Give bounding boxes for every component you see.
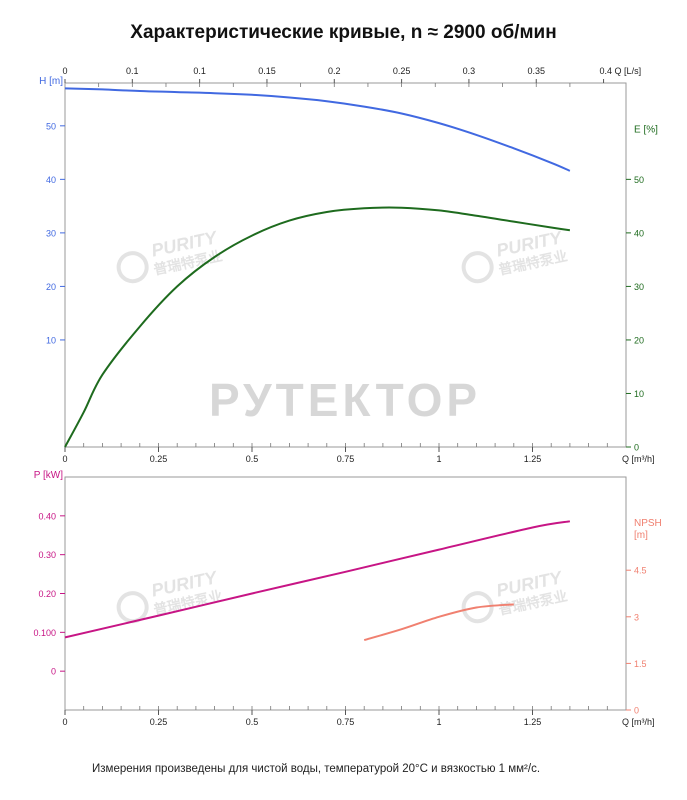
bottom-right-axis-unit: [m] (634, 530, 648, 541)
top-x2-tick-label: 0.15 (258, 66, 276, 76)
bottom-x-tick-label: 0 (62, 717, 67, 727)
top-left-tick-label: 10 (46, 335, 56, 345)
bottom-chart: 0 0.25 0.5 0.75 1 1.25 Q [m³/h] 0.40 0.30 0.20 0.1… (33, 470, 661, 727)
top-x2-tick-label: 0.3 (463, 66, 476, 76)
bottom-right-tick-label: 0 (634, 706, 639, 716)
bottom-x-axis-label: Q [m³/h] (622, 717, 655, 727)
top-x2-tick-label: 0 (62, 66, 67, 76)
top-left-axis-label: H [m] (39, 76, 63, 87)
bottom-left-tick-label: 0.100 (33, 628, 56, 638)
top-x-tick-label: 0.25 (150, 454, 168, 464)
top-right-tick-label: 40 (634, 228, 644, 238)
top-left-tick-label: 40 (46, 175, 56, 185)
top-x-tick-label: 0 (62, 454, 67, 464)
bottom-right-tick-label: 4.5 (634, 566, 647, 576)
top-left-tick-label: 30 (46, 228, 56, 238)
watermark-logo-icon (461, 251, 494, 284)
top-x-tick-label: 1 (436, 454, 441, 464)
top-series-h-m-line (64, 87, 571, 172)
bottom-series-npsh-m-line (363, 603, 514, 642)
top-x-tick-label: 0.75 (337, 454, 355, 464)
bottom-left-tick-label: 0.20 (38, 589, 56, 599)
top-right-axis-label: E [%] (634, 124, 658, 135)
bottom-left-tick-label: 0.30 (38, 550, 56, 560)
bottom-x-tick-label: 1 (436, 717, 441, 727)
bottom-x-tick-label: 0.25 (150, 717, 168, 727)
top-x2-tick-label: 0.35 (527, 66, 545, 76)
bottom-left-tick-label: 0 (51, 667, 56, 677)
top-chart: 0 0.25 0.5 0.75 1 1.25 Q [m³/h]0 0.1 0.1 0.15 0.2 0… (39, 66, 658, 464)
top-series-e-line (64, 206, 571, 448)
footnote: Измерения произведены для чистой воды, т… (92, 763, 541, 775)
bottom-right-axis-label: NPSH (634, 518, 662, 529)
bottom-x-tick-label: 0.5 (246, 717, 259, 727)
page-title: Характеристические кривые, n ≈ 2900 об/м… (130, 22, 557, 43)
top-x2-tick-label: 0.2 (328, 66, 341, 76)
watermark-logo-icon (116, 251, 149, 284)
top-right-tick-label: 0 (634, 443, 639, 453)
top-x2-tick-label: 0.1 (126, 66, 139, 76)
top-x-tick-label: 1.25 (524, 454, 542, 464)
bottom-x-tick-label: 1.25 (524, 717, 542, 727)
top-left-tick-label: 50 (46, 121, 56, 131)
bottom-left-axis-label: P [kW] (34, 470, 63, 481)
top-right-tick-label: 30 (634, 282, 644, 292)
top-x-axis-label: Q [m³/h] (622, 454, 655, 464)
top-x-tick-label: 0.5 (246, 454, 259, 464)
top-x2-tick-label: 0.4 Q [L/s] (600, 66, 642, 76)
top-right-tick-label: 20 (634, 335, 644, 345)
bottom-left-tick-label: 0.40 (38, 511, 56, 521)
top-right-tick-label: 50 (634, 175, 644, 185)
bottom-x-tick-label: 0.75 (337, 717, 355, 727)
bottom-series-p-kw-line (64, 520, 571, 639)
watermark-rutektor: РУТЕКТОР (209, 374, 481, 426)
top-right-tick-label: 10 (634, 389, 644, 399)
top-x2-tick-label: 0.25 (393, 66, 411, 76)
bottom-right-tick-label: 1.5 (634, 659, 647, 669)
top-x2-tick-label: 0.1 (193, 66, 206, 76)
bottom-right-tick-label: 3 (634, 612, 639, 622)
top-left-tick-label: 20 (46, 282, 56, 292)
